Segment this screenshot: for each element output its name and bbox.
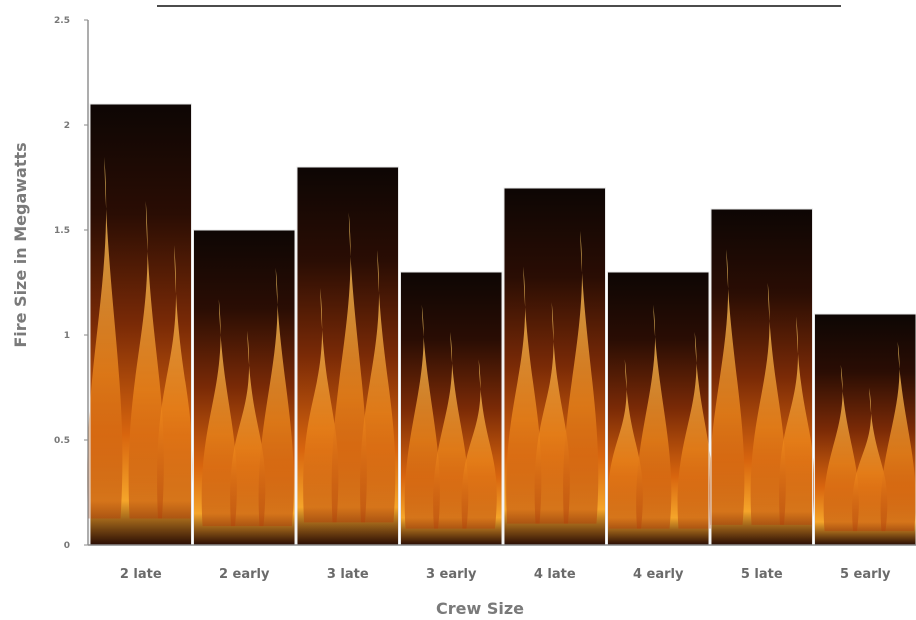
bar bbox=[87, 103, 193, 546]
flame-icon bbox=[331, 212, 367, 523]
y-axis-title: Fire Size in Megawatts bbox=[11, 142, 30, 347]
x-tick-label: 3 early bbox=[426, 567, 477, 582]
flame-icon bbox=[852, 387, 888, 532]
flame-icon bbox=[779, 316, 815, 525]
y-tick-label: 2 bbox=[64, 121, 70, 131]
flame-icon bbox=[677, 332, 713, 529]
flame-icon bbox=[360, 250, 396, 523]
bar bbox=[709, 208, 815, 546]
flame-icon bbox=[823, 364, 859, 532]
y-tick-label: 2.5 bbox=[54, 16, 70, 26]
y-axis: 0 0.5 1 1.5 2 2.5 bbox=[54, 16, 89, 551]
flame-icon bbox=[534, 302, 570, 524]
flame-icon bbox=[157, 245, 193, 519]
bar bbox=[814, 313, 916, 546]
x-tick-label: 3 late bbox=[327, 567, 369, 582]
x-axis-title: Crew Size bbox=[436, 599, 524, 618]
x-tick-label: 5 early bbox=[840, 567, 891, 582]
flame-icon bbox=[87, 156, 123, 519]
flame-icon bbox=[750, 282, 786, 525]
flame-icon bbox=[461, 359, 497, 529]
flame-icon bbox=[433, 332, 469, 529]
flame-icon bbox=[607, 359, 643, 529]
flame-icon bbox=[303, 287, 339, 523]
flame-icon bbox=[880, 341, 916, 532]
y-tick-label: 0 bbox=[64, 541, 70, 551]
x-tick-label: 2 late bbox=[120, 567, 162, 582]
x-tick-label: 4 early bbox=[633, 567, 684, 582]
flame-icon bbox=[201, 299, 237, 527]
flame-icon bbox=[709, 249, 745, 525]
y-tick-label: 1 bbox=[64, 331, 70, 341]
flame-icon bbox=[128, 201, 164, 519]
bar bbox=[607, 271, 713, 546]
bar bbox=[296, 166, 399, 546]
flame-icon bbox=[636, 304, 672, 529]
flame-icon bbox=[258, 267, 294, 527]
x-tick-label: 5 late bbox=[741, 567, 783, 582]
flame-icon bbox=[563, 230, 599, 524]
flame-icon bbox=[230, 330, 266, 527]
x-tick-label: 4 late bbox=[534, 567, 576, 582]
bar bbox=[503, 187, 606, 546]
bars-group bbox=[87, 103, 916, 546]
x-tick-label: 2 early bbox=[219, 567, 270, 582]
flame-icon bbox=[404, 304, 440, 529]
bar bbox=[193, 229, 296, 546]
flame-icon bbox=[506, 266, 542, 524]
x-tick-labels: 2 late 2 early 3 late 3 early 4 late 4 early 5… bbox=[120, 567, 891, 582]
bar bbox=[400, 271, 503, 546]
y-tick-label: 0.5 bbox=[54, 436, 70, 446]
y-tick-label: 1.5 bbox=[54, 226, 70, 236]
